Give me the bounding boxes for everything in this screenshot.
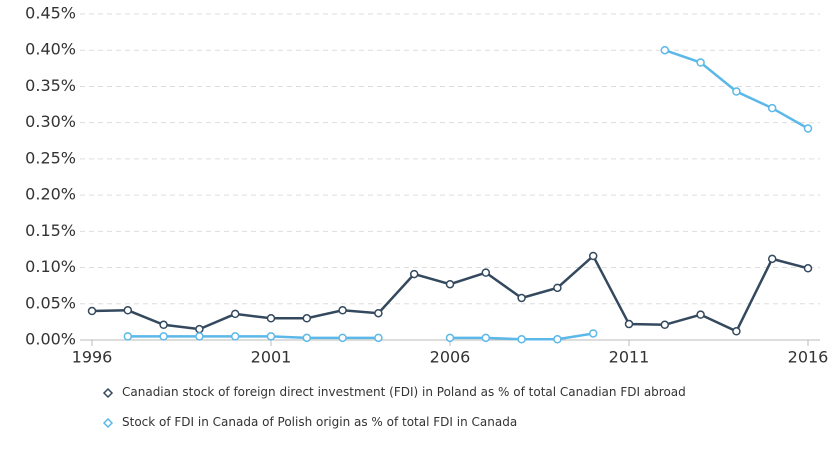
data-point [696,58,705,67]
data-point [374,333,383,343]
legend-label: Canadian stock of foreign direct investm… [122,385,686,399]
legend-entry: Canadian stock of foreign direct investm… [100,385,740,399]
data-point [445,279,455,289]
legend-marker [102,387,114,399]
y-tick-label: 0.20% [25,185,76,204]
data-point [732,327,741,336]
data-point [123,306,133,315]
chart: 0.00% 0.05% 0.10% 0.15% 0.20% 0.25% 0.30% 0.35%… [25,4,829,367]
legend-symbol [102,417,114,429]
data-point [302,333,312,343]
y-tick-label: 0.00% [25,330,76,349]
y-tick-label: 0.25% [25,148,76,167]
data-point [803,264,813,273]
legend: Canadian stock of foreign direct investm… [100,385,740,445]
data-point [696,310,705,319]
data-point [338,306,347,315]
data-point [553,335,562,344]
data-point [481,333,491,343]
data-point [660,320,670,330]
data-point [230,332,240,341]
data-point [445,333,455,343]
data-point [159,320,168,330]
data-point [266,332,276,341]
data-point [481,268,491,277]
data-point [767,103,777,113]
data-point [266,314,276,323]
data-point [195,332,204,341]
y-tick-label: 0.40% [25,40,76,59]
legend-label: Stock of FDI in Canada of Polish origin … [122,415,518,429]
data-point [588,329,598,338]
data-point [338,333,347,343]
x-tick-label: 2016 [788,348,829,367]
data-point [767,254,777,264]
y-tick-label: 0.05% [25,293,76,312]
legend-symbol [102,387,114,399]
y-tick-label: 0.15% [25,221,76,240]
y-tick-label: 0.45% [25,4,76,23]
y-tick-label: 0.35% [25,76,76,95]
data-point [517,293,526,303]
data-point [195,324,204,334]
y-tick-label: 0.10% [25,257,76,276]
y-tick-label: 0.30% [25,112,76,131]
data-point [588,251,598,261]
data-point [374,308,383,318]
x-tick-label: 2011 [609,348,650,367]
data-point [660,45,670,55]
data-point [517,335,526,344]
data-point [624,319,634,329]
data-point [302,314,312,323]
data-point [230,309,240,319]
data-point [87,306,97,316]
legend-marker [102,417,114,429]
x-tick-label: 2001 [251,348,292,367]
data-point [553,283,562,293]
data-point [732,87,741,96]
x-tick-label: 1996 [72,348,113,367]
data-point [409,269,419,279]
data-point [159,332,168,341]
data-point [803,124,813,133]
legend-entry: Stock of FDI in Canada of Polish origin … [100,415,740,429]
data-point [123,332,133,341]
x-tick-label: 2006 [430,348,471,367]
